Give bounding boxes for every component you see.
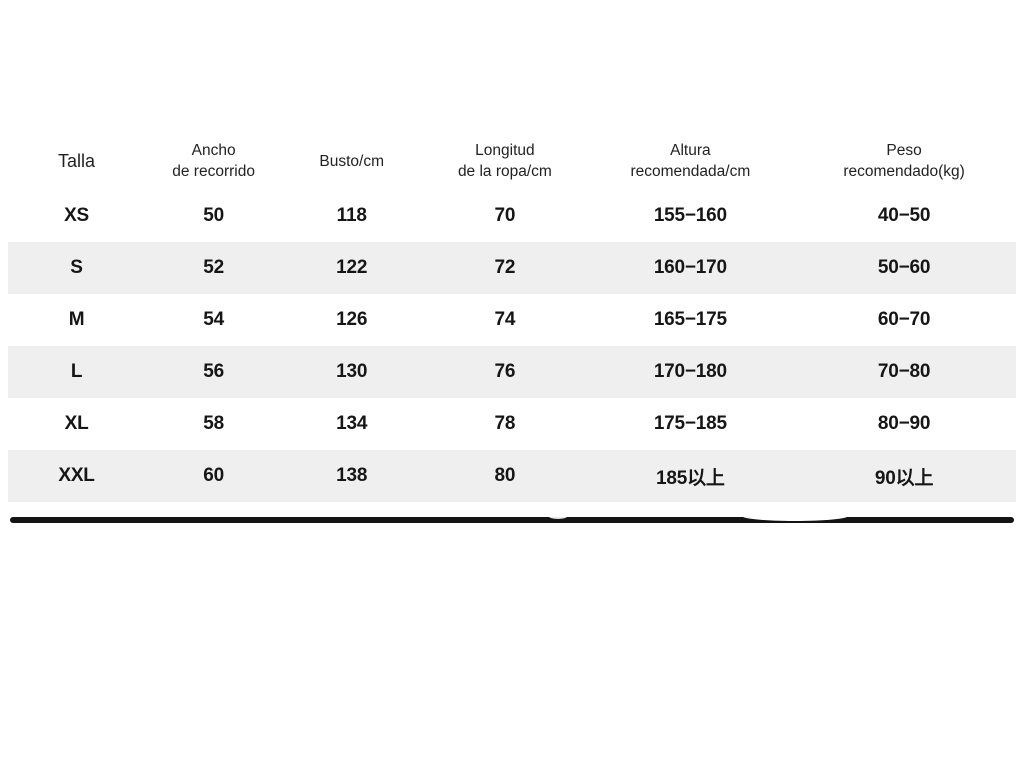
longitud-value: 72 [494, 257, 516, 278]
peso-value: 80−90 [877, 413, 931, 434]
busto-value: 138 [336, 465, 368, 486]
ancho-value: 56 [203, 361, 224, 382]
ancho-value: 54 [203, 309, 224, 330]
header-line: Altura [670, 142, 711, 159]
peso-value: 40−50 [877, 205, 931, 226]
size-label: S [70, 257, 83, 278]
altura-value: 155−160 [653, 205, 727, 226]
size-label: L [70, 361, 83, 382]
header-row: Talla Ancho de recorrido Busto/cm Longitu… [8, 126, 1016, 190]
divider-line [10, 517, 1014, 523]
column-header-ancho: Ancho de recorrido [145, 126, 282, 190]
size-label: M [68, 309, 85, 330]
size-row-xl: XL 58 134 78 175−185 80−90 [8, 398, 1016, 450]
size-row-s: S 52 122 72 160−170 50−60 [8, 242, 1016, 294]
size-chart-table: Talla Ancho de recorrido Busto/cm Longitu… [8, 126, 1016, 502]
longitud-value: 76 [494, 361, 516, 382]
altura-value: 160−170 [653, 257, 727, 278]
busto-value: 130 [336, 361, 368, 382]
size-row-m: M 54 126 74 165−175 60−70 [8, 294, 1016, 346]
busto-value: 126 [336, 309, 368, 330]
ancho-value: 58 [203, 413, 224, 434]
column-header-busto: Busto/cm [282, 126, 421, 190]
longitud-value: 70 [494, 205, 516, 226]
column-header-altura: Altura recomendada/cm [589, 126, 793, 190]
peso-value: 90以上 [874, 467, 934, 489]
altura-value: 165−175 [653, 309, 727, 330]
column-header-longitud: Longitud de la ropa/cm [421, 126, 588, 190]
peso-value: 60−70 [877, 309, 931, 330]
busto-value: 118 [336, 205, 367, 226]
longitud-value: 80 [494, 465, 516, 486]
busto-value: 134 [336, 413, 368, 434]
header-line: Longitud [475, 142, 535, 159]
size-row-xxl: XXL 60 138 80 185以上 90以上 [8, 450, 1016, 502]
header-line: de recorrido [172, 163, 255, 180]
ancho-value: 60 [203, 465, 224, 486]
busto-value: 122 [336, 257, 368, 278]
altura-value: 175−185 [653, 413, 727, 434]
size-label: XL [64, 413, 89, 434]
header-line: Peso [886, 142, 922, 159]
header-line: Busto/cm [319, 152, 384, 170]
header-line: recomendada/cm [630, 163, 751, 180]
header-line: Ancho [191, 142, 236, 159]
header-line: recomendado(kg) [843, 163, 965, 180]
column-header-peso: Peso recomendado(kg) [792, 126, 1016, 190]
peso-value: 50−60 [877, 257, 931, 278]
altura-value: 185以上 [656, 467, 725, 489]
header-line: de la ropa/cm [457, 163, 552, 180]
altura-value: 170−180 [653, 361, 727, 382]
size-row-xs: XS 50 118 70 155−160 40−50 [8, 190, 1016, 242]
size-row-l: L 56 130 76 170−180 70−80 [8, 346, 1016, 398]
size-label: XS [64, 205, 90, 226]
divider-gap-highlight [742, 511, 848, 521]
header-line: Talla [58, 150, 96, 171]
peso-value: 70−80 [877, 361, 931, 382]
longitud-value: 78 [494, 413, 516, 434]
ancho-value: 50 [203, 205, 224, 226]
ancho-value: 52 [203, 257, 224, 278]
size-label: XXL [58, 465, 95, 486]
divider-gap-small [549, 514, 567, 519]
column-header-talla: Talla [8, 126, 145, 190]
longitud-value: 74 [494, 309, 516, 330]
